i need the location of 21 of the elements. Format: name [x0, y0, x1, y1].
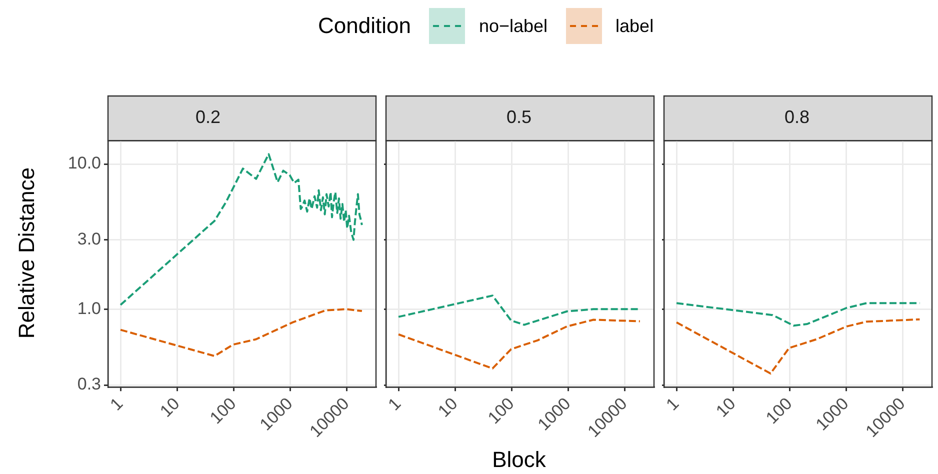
legend-label: label: [616, 16, 654, 36]
chart-title: 0.2: [195, 106, 221, 127]
x-tick-label: 1: [384, 394, 405, 414]
x-axis-title: Block: [492, 447, 546, 473]
y-tick-label: 10.0: [68, 154, 101, 173]
x-tick-label: 100: [762, 394, 796, 428]
x-tick-label: 100: [206, 394, 240, 428]
y-tick-label: 1.0: [77, 298, 101, 318]
y-tick-label: 3.0: [77, 230, 101, 249]
legend-label: no−label: [478, 16, 548, 36]
x-tick-label: 10: [434, 394, 462, 421]
x-tick-label: 1: [662, 394, 683, 414]
x-tick-label: 10: [712, 394, 740, 421]
y-tick-label: 0.3: [77, 374, 101, 394]
chart-title: 0.8: [784, 106, 810, 127]
x-tick-label: 1: [106, 394, 127, 414]
chart-title: 0.5: [506, 106, 532, 127]
x-tick-label: 100: [484, 394, 518, 428]
x-tick-label: 10: [156, 394, 184, 421]
legend-title: Condition: [318, 13, 411, 39]
y-axis-title: Relative Distance: [14, 167, 40, 339]
